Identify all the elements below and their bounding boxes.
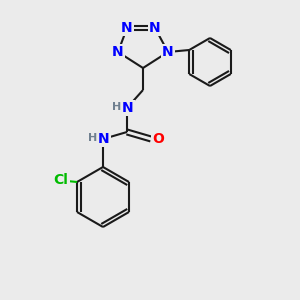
Text: N: N [122, 101, 134, 115]
Text: N: N [162, 45, 174, 59]
Text: N: N [149, 21, 161, 35]
Text: N: N [98, 132, 110, 146]
Text: Cl: Cl [54, 173, 68, 187]
Text: H: H [112, 102, 122, 112]
Text: O: O [152, 132, 164, 146]
Text: H: H [88, 133, 98, 143]
Text: N: N [112, 45, 124, 59]
Text: N: N [121, 21, 133, 35]
